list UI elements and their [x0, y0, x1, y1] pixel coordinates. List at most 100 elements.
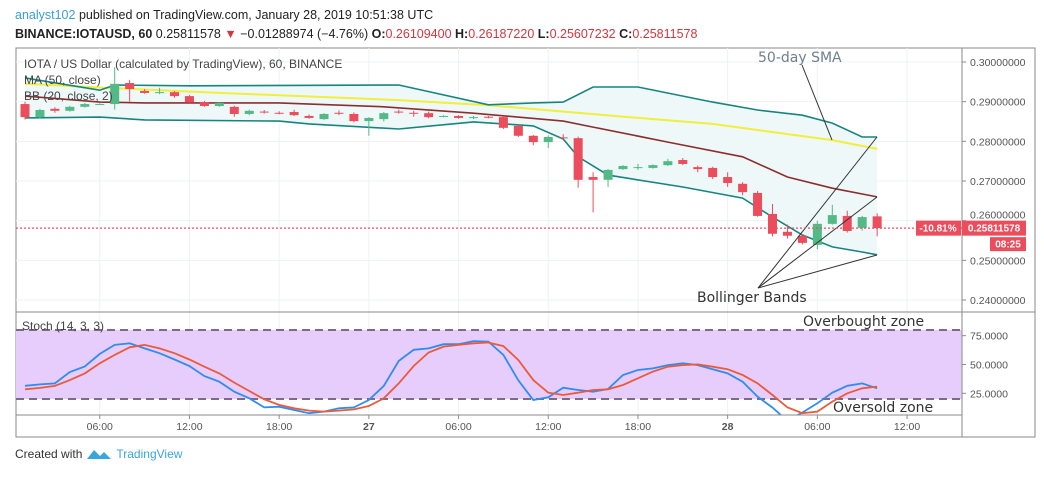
candle-body — [857, 217, 867, 228]
candles — [20, 67, 882, 250]
candle-body — [797, 235, 807, 243]
candle — [558, 134, 568, 140]
symbol: BINANCE:IOTAUSD, 60 — [15, 27, 153, 41]
last-price: 0.25811578 — [155, 27, 221, 41]
candle — [513, 124, 523, 137]
candle — [125, 79, 135, 102]
candle-body — [125, 83, 135, 89]
candle — [483, 115, 493, 119]
candle — [693, 165, 703, 173]
candle-body — [184, 96, 194, 103]
candle — [723, 172, 733, 187]
candle — [364, 117, 374, 136]
candle — [827, 204, 837, 225]
created-with: Created with — [15, 447, 83, 461]
candle-body — [513, 125, 523, 136]
annotation-bb-arrow-basis — [757, 196, 878, 289]
candle — [394, 109, 404, 114]
price-change: −0.01288974 (−4.76%) — [240, 27, 369, 41]
candle-body — [528, 135, 538, 143]
candle-body — [439, 115, 449, 117]
candle — [274, 111, 284, 115]
candle — [199, 100, 209, 107]
legend-bb[interactable]: BB (20, close, 2) — [24, 89, 113, 103]
candle-body — [259, 111, 269, 113]
close-value: 0.25811578 — [632, 27, 698, 41]
time-tick-label: 18:00 — [625, 421, 651, 433]
candle-body — [379, 113, 389, 120]
annotation-oversold[interactable]: Oversold zone — [833, 400, 933, 416]
candle-body — [498, 117, 508, 128]
legend-title[interactable]: IOTA / US Dollar (calculated by TradingV… — [24, 57, 342, 71]
candle — [753, 190, 763, 217]
stoch-k-line — [24, 340, 878, 415]
candle-body — [812, 223, 822, 245]
bb-upper-line — [24, 77, 878, 138]
change-pct-box — [916, 220, 961, 236]
legend-ma[interactable]: MA (50, close) — [24, 73, 101, 87]
candle-body — [469, 117, 478, 119]
price-tick-label: 0.29000000 — [970, 97, 1026, 109]
candle — [155, 87, 165, 95]
candle — [334, 110, 344, 116]
candle-body — [663, 161, 673, 166]
stoch-tick-label: 50.0000 — [970, 360, 1008, 372]
symbol-info: BINANCE:IOTAUSD, 60 0.25811578 ▼ −0.0128… — [15, 27, 697, 41]
annotation-bb-arrow-lower — [757, 254, 878, 289]
time-tick-label: 12:00 — [176, 421, 202, 433]
tradingview-link[interactable]: TradingView — [116, 447, 183, 461]
candle — [439, 115, 449, 118]
candle-body — [648, 165, 658, 168]
candle-body — [65, 106, 75, 111]
candle-body — [364, 117, 374, 122]
high-value: 0.26187220 — [468, 27, 535, 41]
price-box — [962, 220, 1026, 236]
candle-body — [304, 115, 314, 118]
candle-body — [319, 113, 329, 120]
candle-body — [782, 231, 792, 236]
time-tick-label: 18:00 — [266, 421, 292, 433]
stoch-tick-label: 75.0000 — [970, 331, 1008, 343]
candle — [259, 110, 269, 114]
candle — [768, 204, 777, 237]
time-tick-label: 12:00 — [535, 421, 561, 433]
candle — [319, 113, 329, 120]
candle-body — [708, 167, 718, 178]
candle-body — [543, 136, 553, 143]
publish-text: published on TradingView.com, January 28… — [75, 8, 434, 22]
candle-body — [349, 113, 359, 122]
stoch-band-fill — [16, 329, 962, 400]
candle-body — [693, 167, 703, 170]
candle-body — [603, 169, 613, 180]
candle — [857, 215, 867, 231]
candle-body — [274, 112, 284, 114]
candle-body — [618, 165, 628, 170]
time-tick-label: 27 — [363, 421, 375, 433]
candle — [110, 67, 120, 110]
candle — [678, 158, 688, 166]
indicator-lines — [24, 77, 878, 256]
bar-countdown: 08:25 — [995, 240, 1021, 251]
candle — [20, 101, 30, 120]
candle-body — [483, 116, 493, 118]
candle-body — [95, 104, 105, 106]
time-tick-label: 06:00 — [445, 421, 471, 433]
price-tick-label: 0.27000000 — [970, 176, 1026, 188]
stoch-tick-label: 25.0000 — [970, 388, 1008, 400]
open-label: O: — [371, 27, 386, 41]
legend-stoch[interactable]: Stoch (14, 3, 3) — [22, 319, 104, 333]
candle — [498, 115, 508, 130]
candle — [633, 163, 643, 170]
annotation-bollinger[interactable]: Bollinger Bands — [697, 136, 878, 306]
candle-body — [214, 102, 224, 107]
candle-body — [842, 215, 852, 231]
candle-body — [753, 192, 763, 216]
change-pct: -10.81% — [919, 224, 956, 235]
annotation-sma-label: 50-day SMA — [758, 50, 842, 66]
annotation-overbought[interactable]: Overbought zone — [803, 314, 924, 330]
candle — [797, 234, 807, 245]
author-link[interactable]: analyst102 — [15, 8, 76, 22]
annotation-sma[interactable]: 50-day SMA — [758, 50, 842, 141]
candle — [409, 110, 419, 117]
